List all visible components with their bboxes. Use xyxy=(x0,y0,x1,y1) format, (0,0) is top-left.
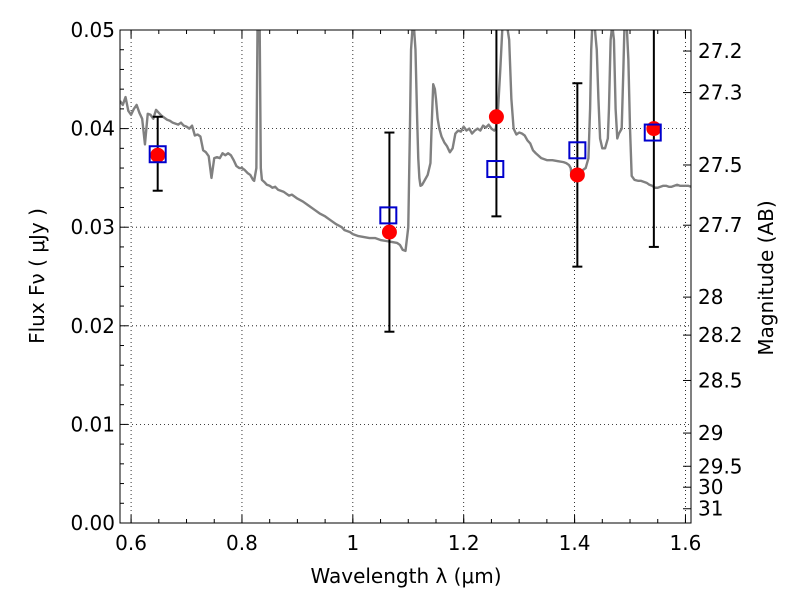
model-photometry-square xyxy=(486,160,505,179)
x-tick-label: 1.2 xyxy=(448,531,480,555)
magnitude-tick-label: 29 xyxy=(698,421,723,445)
x-tick-label: 1.6 xyxy=(670,531,702,555)
y-tick-label: 0.04 xyxy=(70,117,115,141)
y-tick-label: 0.02 xyxy=(70,314,115,338)
error-bars xyxy=(148,30,662,333)
magnitude-axis-title: Magnitude (AB) xyxy=(754,200,778,355)
model-photometry-square xyxy=(148,145,167,164)
y-tick-label: 0.00 xyxy=(70,511,115,535)
magnitude-tick-label: 31 xyxy=(698,497,723,521)
y-axis-title: Flux Fν ( μJy ) xyxy=(25,208,49,344)
magnitude-tick-label: 30 xyxy=(698,475,723,499)
ticks: 0.6 0.8 1 1.2 1.4 1.6 0.00 0.01 0.02 0.03 0.04 0.05… xyxy=(70,18,742,555)
y-tick-label: 0.03 xyxy=(70,215,115,239)
observed-flux-point xyxy=(150,147,166,163)
magnitude-tick-label: 27.5 xyxy=(698,153,743,177)
magnitude-tick-label: 29.5 xyxy=(698,454,743,478)
magnitude-tick-label: 27.3 xyxy=(698,81,743,105)
observed-flux-point xyxy=(569,167,585,183)
x-axis-title: Wavelength λ (μm) xyxy=(310,564,501,588)
magnitude-tick-label: 28 xyxy=(698,285,723,309)
observed-flux-point xyxy=(488,109,504,125)
magnitude-tick-label: 27.2 xyxy=(698,39,743,63)
x-tick-label: 0.8 xyxy=(226,531,258,555)
x-tick-label: 1.4 xyxy=(559,531,591,555)
y-tick-label: 0.05 xyxy=(70,18,115,42)
plot-area xyxy=(120,30,691,523)
y-tick-label: 0.01 xyxy=(70,412,115,436)
data-layer xyxy=(120,30,691,253)
x-tick-label: 1 xyxy=(346,531,359,555)
observed-flux-point xyxy=(381,224,397,240)
x-tick-label: 0.6 xyxy=(115,531,147,555)
magnitude-tick-label: 28.2 xyxy=(698,323,743,347)
plot-frame xyxy=(119,29,692,524)
model-photometry-square xyxy=(643,123,662,142)
magnitude-tick-label: 27.7 xyxy=(698,213,743,237)
model-spectrum-line xyxy=(120,30,691,253)
magnitude-tick-label: 28.5 xyxy=(698,368,743,392)
model-photometry-square xyxy=(379,206,398,225)
model-photometry-square xyxy=(568,141,587,160)
